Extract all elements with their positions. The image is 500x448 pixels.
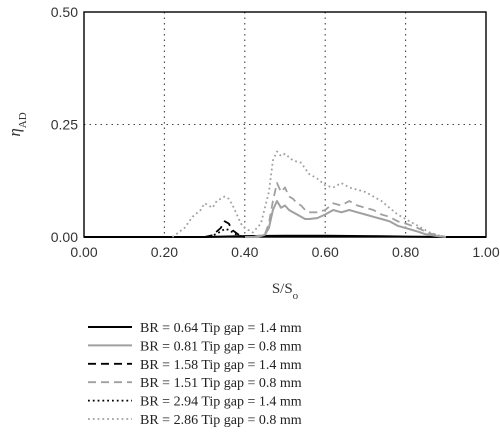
x-tick-label: 0.80 [392, 244, 419, 260]
legend-label-4: BR = 1.51 Tip gap = 0.8 mm [140, 376, 302, 391]
legend-label-3: BR = 1.58 Tip gap = 1.4 mm [140, 358, 302, 373]
x-tick-label: 0.20 [151, 244, 178, 260]
y-axis-label: ηAD [5, 112, 29, 136]
series-line-6 [171, 150, 446, 238]
x-tick-label: 1.00 [472, 244, 499, 260]
y-axis-label-symbol: η [5, 128, 24, 136]
series-line-4 [252, 182, 446, 238]
legend-label-5: BR = 2.94 Tip gap = 1.4 mm [140, 395, 302, 410]
series-line-3 [204, 220, 245, 238]
legend-label-6: BR = 2.86 Tip gap = 0.8 mm [140, 413, 302, 428]
series-line-1 [84, 234, 486, 238]
x-axis-label-subscript: o [293, 290, 299, 302]
x-tick-label: 0.40 [231, 244, 258, 260]
y-axis-label-subscript: AD [17, 112, 29, 128]
x-tick-label: 0.60 [312, 244, 339, 260]
x-axis-label: S/So [272, 281, 299, 302]
y-tick-label: 0.25 [51, 117, 78, 133]
y-tick-labels: 0.00 0.25 0.50 [51, 4, 78, 245]
legend: BR = 0.64 Tip gap = 1.4 mm BR = 0.81 Tip … [88, 321, 302, 428]
y-tick-label: 0.00 [51, 229, 78, 245]
series-line-2 [244, 200, 446, 238]
x-tick-label: 0.00 [70, 244, 97, 260]
grid-lines [84, 12, 486, 237]
legend-label-2: BR = 0.81 Tip gap = 0.8 mm [140, 339, 302, 354]
plot-frame [83, 11, 487, 238]
series-group [84, 150, 486, 238]
y-tick-label: 0.50 [51, 4, 78, 20]
legend-label-1: BR = 0.64 Tip gap = 1.4 mm [140, 321, 302, 336]
series-line-5 [204, 228, 245, 238]
x-tick-labels: 0.00 0.20 0.40 0.60 0.80 1.00 [70, 244, 499, 260]
